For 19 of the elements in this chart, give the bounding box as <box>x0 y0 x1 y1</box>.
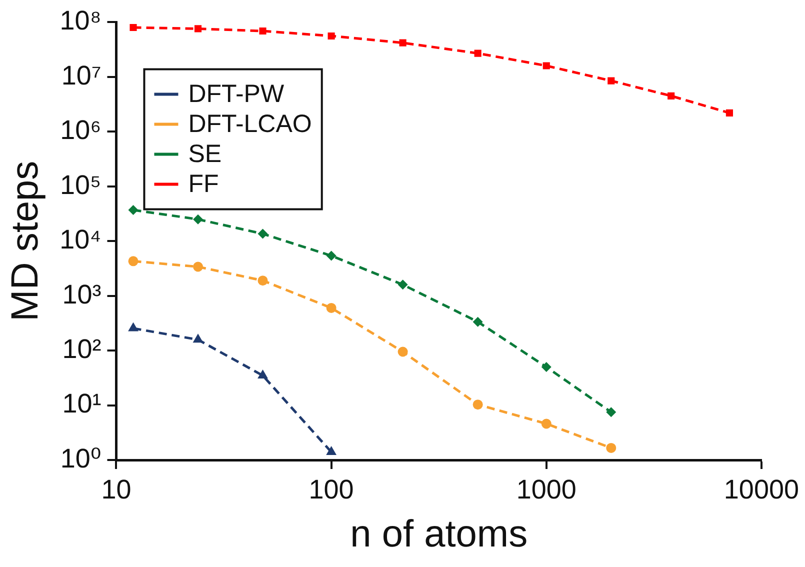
y-tick-label: 10⁷ <box>61 60 102 90</box>
legend-label: FF <box>188 170 219 198</box>
y-tick-label: 10² <box>62 334 102 364</box>
y-tick-label: 10⁸ <box>60 6 102 36</box>
y-tick-label: 10⁶ <box>60 115 102 146</box>
y-tick-label: 10⁵ <box>60 170 102 200</box>
x-tick-label: 10 <box>101 474 132 505</box>
x-tick-label: 10000 <box>724 474 800 505</box>
x-tick-label: 100 <box>308 474 354 505</box>
y-axis-title: MD steps <box>4 160 46 322</box>
legend-label: DFT-PW <box>188 80 284 108</box>
y-tick-label: 10³ <box>62 279 102 310</box>
x-tick-label: 1000 <box>516 474 576 505</box>
y-tick-label: 10¹ <box>62 388 102 419</box>
y-tick-label: 10⁴ <box>60 224 102 255</box>
legend-label: SE <box>188 140 222 168</box>
y-tick-label: 10⁰ <box>60 443 102 474</box>
legend-label: DFT-LCAO <box>188 110 312 138</box>
x-axis-title: n of atoms <box>350 514 528 556</box>
